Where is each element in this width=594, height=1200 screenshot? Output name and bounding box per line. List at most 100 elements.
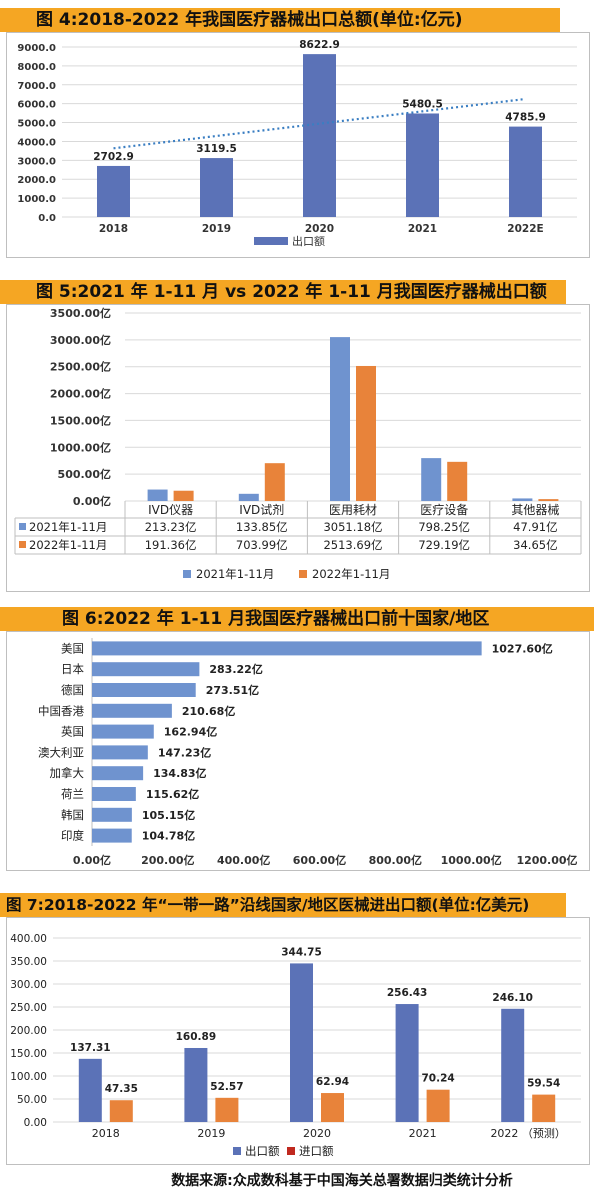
chart6-xtick: 1200.00亿 bbox=[516, 853, 577, 867]
chart5-series-label: 2021年1-11月 bbox=[29, 520, 107, 534]
chart5-table-value: 133.85亿 bbox=[236, 520, 288, 534]
chart4-ytick: 2000.0 bbox=[17, 175, 56, 186]
chart7-value-label: 137.31 bbox=[70, 1042, 111, 1054]
chart7-ytick: 350.00 bbox=[10, 956, 47, 968]
chart4-panel: 0.0 1000.0 2000.0 3000.0 4000.0 5000.0 6000.0 7… bbox=[6, 32, 590, 258]
chart6-category-label: 印度 bbox=[61, 829, 84, 843]
chart5-ytick: 3500.00亿 bbox=[50, 306, 111, 320]
chart5-bar bbox=[421, 458, 442, 501]
chart4-bar bbox=[97, 165, 130, 217]
chart6-category-label: 韩国 bbox=[61, 808, 84, 822]
source-note: 数据来源:众成数科基于中国海关总署数据归类统计分析 bbox=[171, 1173, 513, 1189]
chart6-xtick: 600.00亿 bbox=[293, 853, 346, 867]
chart7-value-label: 47.35 bbox=[105, 1083, 138, 1095]
chart7-panel: 0.00 50.00 100.00 150.00 200.00 250.00 300.00 3… bbox=[6, 917, 590, 1165]
chart4-value-label: 5480.5 bbox=[402, 98, 443, 110]
chart5-table-swatch bbox=[19, 541, 26, 548]
chart4-bar bbox=[200, 158, 233, 217]
chart4-ytick: 7000.0 bbox=[17, 81, 56, 92]
chart6-value-label: 105.15亿 bbox=[142, 808, 195, 822]
chart5-bar bbox=[356, 365, 376, 501]
chart6-bar bbox=[92, 641, 482, 656]
chart7-xtick: 2020 bbox=[303, 1127, 331, 1140]
chart6-category-label: 美国 bbox=[61, 641, 84, 655]
chart4-value-label: 8622.9 bbox=[299, 39, 340, 51]
chart6-value-label: 162.94亿 bbox=[164, 725, 217, 739]
chart7-ytick: 0.00 bbox=[24, 1117, 47, 1129]
chart7-value-label: 344.75 bbox=[281, 946, 322, 958]
chart7-xtick: 2021 bbox=[409, 1127, 437, 1140]
chart5-table-value: 729.19亿 bbox=[418, 538, 470, 552]
chart6-value-label: 115.62亿 bbox=[146, 787, 199, 801]
chart6-value-label: 134.83亿 bbox=[153, 766, 206, 780]
chart7-bar bbox=[321, 1093, 344, 1122]
chart6-bar bbox=[92, 703, 172, 718]
chart6-value-label: 283.22亿 bbox=[209, 662, 262, 676]
chart7-value-label: 246.10 bbox=[492, 992, 533, 1004]
chart5-category-label: IVD试剂 bbox=[239, 502, 284, 517]
chart5-bar bbox=[447, 461, 468, 501]
chart7-legend-label: 进口额 bbox=[299, 1144, 334, 1158]
chart7-ytick: 50.00 bbox=[17, 1094, 47, 1106]
chart4-xtick: 2019 bbox=[202, 223, 231, 235]
chart7-bar bbox=[184, 1047, 208, 1122]
chart5-bar bbox=[238, 493, 259, 501]
chart5-ytick: 2500.00亿 bbox=[50, 360, 111, 374]
chart5-svg: 0.00亿 500.00亿 1000.00亿 1500.00亿 2000.00亿 2500… bbox=[14, 306, 582, 581]
chart4-xtick: 2021 bbox=[408, 223, 437, 235]
chart5-title: 图 5:2021 年 1-11 月 vs 2022 年 1-11 月我国医疗器械… bbox=[0, 280, 566, 304]
chart5-table-value: 2513.69亿 bbox=[323, 538, 382, 552]
chart6-bar bbox=[92, 745, 148, 760]
chart5-legend-swatch bbox=[299, 570, 307, 578]
chart4-bar bbox=[509, 126, 542, 217]
chart7-legend-swatch bbox=[233, 1147, 241, 1155]
chart7-bar bbox=[78, 1058, 102, 1122]
chart4-ytick: 8000.0 bbox=[17, 62, 56, 73]
chart7-svg: 0.00 50.00 100.00 150.00 200.00 250.00 300.00 3… bbox=[10, 933, 581, 1158]
chart7-xtick: 2022 （预测） bbox=[490, 1127, 566, 1140]
chart4-ytick: 1000.0 bbox=[17, 194, 56, 205]
chart4-value-label: 4785.9 bbox=[505, 112, 546, 124]
chart7-value-label: 52.57 bbox=[210, 1081, 243, 1093]
chart6-xtick: 0.00亿 bbox=[73, 853, 111, 867]
chart5-bar bbox=[330, 337, 350, 501]
chart4-xtick: 2022E bbox=[507, 223, 543, 235]
chart7-bar bbox=[395, 1004, 419, 1122]
chart6-xtick: 1000.00亿 bbox=[441, 853, 502, 867]
chart7-value-label: 59.54 bbox=[527, 1078, 560, 1090]
chart4-bar bbox=[303, 54, 336, 217]
chart6-category-label: 荷兰 bbox=[61, 787, 84, 801]
chart5-legend-label: 2022年1-11月 bbox=[312, 567, 390, 581]
chart4-ytick: 4000.0 bbox=[17, 137, 56, 148]
chart6-category-label: 德国 bbox=[61, 683, 84, 697]
chart7-legend-swatch bbox=[287, 1147, 295, 1155]
chart7-xtick: 2018 bbox=[92, 1127, 120, 1140]
chart5-table-value: 703.99亿 bbox=[236, 538, 288, 552]
chart5-bar bbox=[264, 463, 285, 501]
chart6-value-label: 1027.60亿 bbox=[492, 641, 553, 655]
chart6-bar bbox=[92, 683, 196, 697]
chart6-value-label: 147.23亿 bbox=[158, 745, 211, 759]
chart5-table-value: 191.36亿 bbox=[145, 538, 197, 552]
chart5-table-swatch bbox=[19, 523, 26, 530]
chart5-ytick: 1000.00亿 bbox=[50, 440, 111, 454]
chart6-panel: 美国 1027.60亿 日本 283.22亿 德国 273.51亿 中国香港 210.68亿英… bbox=[6, 631, 590, 871]
chart4-ytick: 6000.0 bbox=[17, 100, 56, 111]
chart7-bar bbox=[532, 1094, 556, 1122]
chart7-bar bbox=[215, 1097, 239, 1122]
chart6-category-label: 澳大利亚 bbox=[38, 745, 84, 759]
chart4-ytick: 0.0 bbox=[38, 213, 56, 224]
chart5-table-value: 798.25亿 bbox=[418, 520, 470, 534]
chart4-xtick: 2020 bbox=[305, 223, 334, 235]
chart6-value-label: 210.68亿 bbox=[182, 704, 235, 718]
chart6-xtick: 800.00亿 bbox=[369, 853, 422, 867]
chart5-ytick: 2000.00亿 bbox=[50, 387, 111, 401]
chart7-title: 图 7:2018-2022 年“一带一路”沿线国家/地区医械进出口额(单位:亿美… bbox=[0, 893, 566, 917]
chart5-bar bbox=[512, 498, 533, 501]
chart5-series-label: 2022年1-11月 bbox=[29, 538, 107, 552]
chart5-ytick: 3000.00亿 bbox=[50, 333, 111, 347]
chart5-bar bbox=[147, 489, 168, 501]
chart4-legend-label: 出口额 bbox=[292, 234, 325, 248]
chart7-ytick: 200.00 bbox=[10, 1025, 47, 1037]
